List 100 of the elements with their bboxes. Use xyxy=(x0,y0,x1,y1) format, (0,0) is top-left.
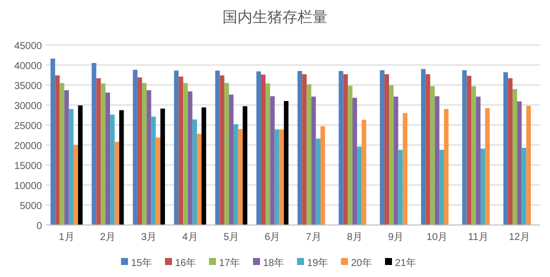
y-tick-label: 20000 xyxy=(14,141,42,152)
x-tick-label: 10月 xyxy=(426,232,448,243)
bar xyxy=(362,120,366,225)
y-tick-label: 10000 xyxy=(14,181,42,192)
x-tick-label: 6月 xyxy=(264,232,280,243)
bar xyxy=(270,96,275,225)
bar xyxy=(279,129,284,225)
bar xyxy=(512,89,518,225)
y-tick-label: 5000 xyxy=(20,201,42,212)
x-tick-label: 2月 xyxy=(100,232,116,243)
bar xyxy=(114,142,120,225)
bar xyxy=(274,129,280,225)
bar xyxy=(178,76,184,225)
x-tick-label: 1月 xyxy=(58,232,74,243)
x-tick-label: 7月 xyxy=(306,232,322,243)
bar xyxy=(522,148,526,225)
bar xyxy=(224,83,229,225)
bar xyxy=(174,70,179,225)
bar xyxy=(151,116,156,225)
bar xyxy=(137,77,142,225)
bar xyxy=(343,74,348,225)
bar xyxy=(434,96,440,225)
bar xyxy=(298,71,302,225)
bar xyxy=(156,137,160,225)
x-tick-label: 12月 xyxy=(508,232,530,243)
bar xyxy=(110,114,115,225)
bar xyxy=(68,109,74,225)
bar xyxy=(402,113,408,225)
bar xyxy=(73,145,78,225)
bar xyxy=(192,119,197,225)
bar xyxy=(64,90,69,225)
bar xyxy=(471,86,476,225)
bar xyxy=(476,96,481,225)
bar xyxy=(256,71,261,225)
chart-title: 国内生猪存栏量 xyxy=(222,9,328,26)
bar xyxy=(105,92,110,225)
bar xyxy=(526,106,531,225)
bar xyxy=(320,126,326,225)
bar xyxy=(202,107,206,225)
bar xyxy=(430,86,435,225)
y-tick-label: 40000 xyxy=(14,61,42,72)
bar xyxy=(132,70,138,225)
bar xyxy=(100,83,106,225)
legend-label: 20年 xyxy=(351,257,372,269)
y-tick-label: 30000 xyxy=(14,101,42,112)
bar xyxy=(260,74,266,225)
bar xyxy=(503,72,508,225)
bar xyxy=(311,96,316,225)
y-tick-label: 0 xyxy=(36,221,42,232)
bar xyxy=(183,83,188,225)
bar xyxy=(466,76,472,225)
x-tick-label: 9月 xyxy=(388,232,404,243)
x-tick-label: 8月 xyxy=(346,232,363,243)
bar xyxy=(228,94,234,225)
bar xyxy=(426,74,430,225)
bar xyxy=(215,70,220,225)
bar xyxy=(421,69,426,225)
legend-label: 18年 xyxy=(263,257,284,269)
y-tick-label: 35000 xyxy=(14,81,42,92)
bar xyxy=(444,109,449,225)
legend-label: 15年 xyxy=(131,257,152,269)
x-tick-label: 3月 xyxy=(141,232,157,243)
y-tick-label: 45000 xyxy=(14,41,42,52)
y-tick-label: 15000 xyxy=(14,161,42,172)
bar xyxy=(480,148,486,225)
bar xyxy=(357,146,362,225)
legend-label: 16年 xyxy=(175,257,196,269)
bar xyxy=(338,71,344,225)
legend-label: 21年 xyxy=(395,257,416,269)
x-tick-label: 11月 xyxy=(468,232,488,243)
bar xyxy=(508,78,513,225)
bar xyxy=(284,101,288,225)
bar xyxy=(394,96,398,225)
bar xyxy=(352,98,358,225)
bar xyxy=(348,86,352,225)
bar xyxy=(119,110,124,225)
bar xyxy=(160,108,165,225)
bar xyxy=(92,63,96,225)
bar xyxy=(146,90,152,225)
bar xyxy=(316,138,320,225)
bar xyxy=(302,74,307,225)
legend-label: 17年 xyxy=(219,257,240,269)
bar xyxy=(389,85,394,225)
bar xyxy=(439,150,444,225)
bar xyxy=(96,78,101,225)
bar xyxy=(384,74,390,225)
y-tick-label: 25000 xyxy=(14,121,42,132)
bar xyxy=(485,108,490,225)
x-tick-label: 4月 xyxy=(182,232,198,243)
bar xyxy=(220,75,224,225)
bar xyxy=(266,83,270,225)
legend-label: 19年 xyxy=(307,257,328,269)
bar xyxy=(142,83,147,225)
bar xyxy=(196,134,202,225)
bar xyxy=(242,106,248,225)
bar xyxy=(78,105,83,225)
bar xyxy=(380,70,384,225)
bar xyxy=(55,75,60,225)
bar xyxy=(188,91,192,225)
bar xyxy=(462,70,467,225)
